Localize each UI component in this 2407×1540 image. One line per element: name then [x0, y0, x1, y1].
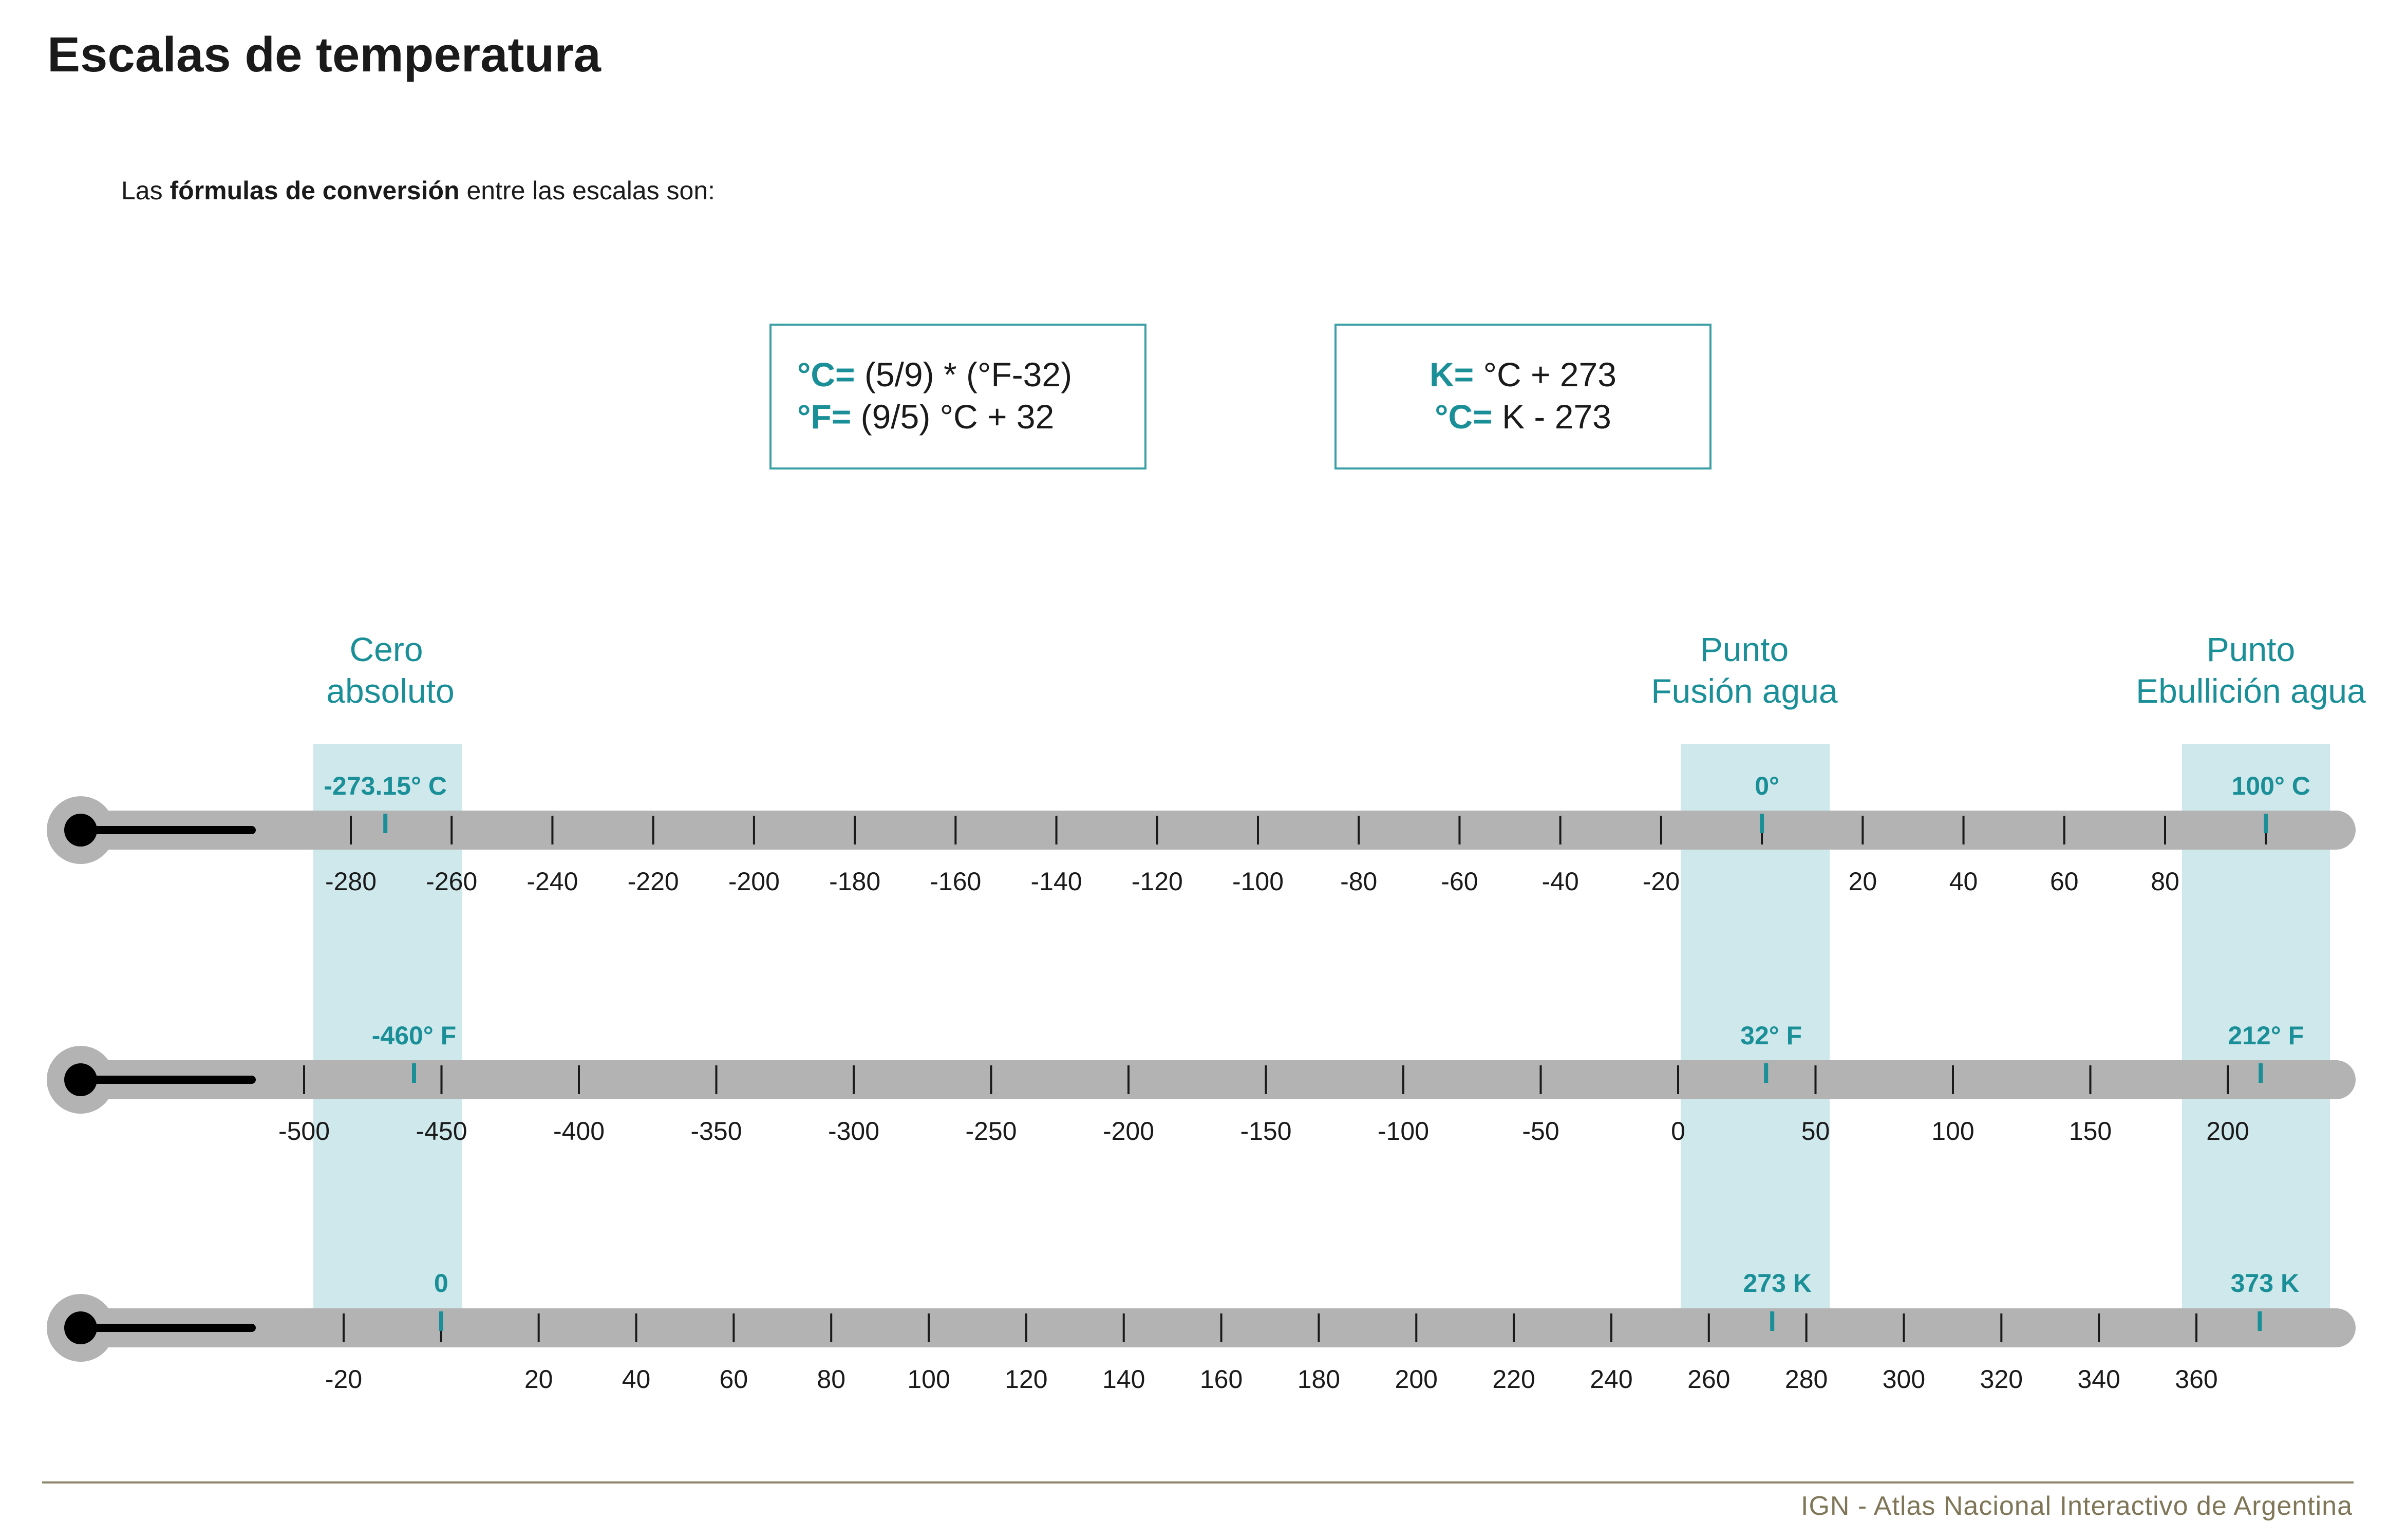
tick-label: -350: [690, 1117, 742, 1145]
tick-label: -400: [553, 1117, 605, 1145]
tick-label: 300: [1883, 1365, 1925, 1394]
tick-label: -200: [728, 867, 780, 896]
formula-expression: (9/5) °C + 32: [851, 398, 1055, 436]
tick-label: -200: [1103, 1117, 1154, 1145]
reference-label: -460° F: [372, 1021, 457, 1050]
reference-label: 0: [434, 1269, 448, 1298]
intro-suffix: entre las escalas son:: [459, 176, 716, 205]
tick-label: -40: [1542, 867, 1579, 896]
tick-label: -250: [965, 1117, 1017, 1145]
tick-label: -150: [1240, 1117, 1291, 1145]
tick-label: 200: [2206, 1117, 2249, 1145]
tick-label: -140: [1031, 867, 1082, 896]
formula-line: °C= (5/9) * (°F-32): [797, 353, 1144, 396]
intro-bold: fórmulas de conversión: [170, 176, 460, 205]
tick-label: 160: [1200, 1365, 1243, 1394]
celsius-scale: -280 -260 -240 -220 -200 -180 -160 -140 -120 -100…: [47, 772, 2356, 896]
tick-label: 220: [1492, 1365, 1535, 1394]
tick-label: 320: [1980, 1365, 2023, 1394]
reference-label: 273 K: [1743, 1269, 1811, 1298]
marker-title-melt-line2: Fusión agua: [1651, 672, 1838, 710]
marker-title-zero-line2: absoluto: [326, 672, 455, 710]
tick-label: -120: [1132, 867, 1183, 896]
formula-expression: K - 273: [1492, 398, 1611, 436]
tick-label: -100: [1232, 867, 1284, 896]
formula-expression: (5/9) * (°F-32): [855, 355, 1073, 393]
tick-label: 260: [1687, 1365, 1730, 1394]
fahrenheit-scale: -500 -450 -400 -350 -300 -250 -200 -150 -100 -50 0…: [47, 1021, 2356, 1145]
marker-title-boil-line2: Ebullición agua: [2136, 672, 2366, 710]
tick-label: 360: [2175, 1365, 2217, 1394]
tick-label: -240: [526, 867, 578, 896]
tick-label: 100: [1931, 1117, 1974, 1145]
tick-label: -280: [325, 867, 377, 896]
tick-label: 80: [2151, 867, 2179, 896]
thermometer-tube: [47, 811, 2356, 850]
tick-label: -260: [426, 867, 477, 896]
temperature-scales-diagram: Cero absoluto Punto Fusión agua Punto Eb…: [47, 630, 2366, 1394]
formula-expression: °C + 273: [1474, 355, 1616, 393]
tick-label: 340: [2077, 1365, 2120, 1394]
tick-label: -80: [1340, 867, 1377, 896]
formula-key: °C=: [797, 355, 855, 393]
formula-key: °C=: [1435, 398, 1493, 436]
page-title: Escalas de temperatura: [47, 27, 601, 82]
tick-label: 240: [1590, 1365, 1632, 1394]
tick-label: -180: [829, 867, 880, 896]
marker-titles: Cero absoluto Punto Fusión agua Punto Eb…: [326, 630, 2366, 710]
reference-label: 32° F: [1740, 1021, 1802, 1050]
tick-label: 200: [1395, 1365, 1438, 1394]
tick-label: 20: [524, 1365, 553, 1394]
reference-label: 0°: [1755, 772, 1779, 800]
tick-label: 0: [1671, 1117, 1685, 1145]
formula-line: °C= K - 273: [1337, 396, 1709, 438]
tick-label: 20: [1849, 867, 1877, 896]
formula-line: °F= (9/5) °C + 32: [797, 396, 1144, 438]
thermometer-tube: [47, 1060, 2356, 1099]
tick-label: -160: [930, 867, 981, 896]
marker-title-zero-line1: Cero: [349, 630, 423, 668]
formula-key: °F=: [797, 398, 852, 436]
tick-label: -220: [628, 867, 679, 896]
tick-label: -450: [416, 1117, 467, 1145]
formula-line: K= °C + 273: [1337, 353, 1709, 396]
tick-label: 60: [720, 1365, 748, 1394]
reference-label: -273.15° C: [324, 772, 447, 800]
tick-label: 60: [2050, 867, 2079, 896]
footer-credit: IGN - Atlas Nacional Interactivo de Arge…: [1801, 1491, 2353, 1521]
tick-label: -300: [828, 1117, 879, 1145]
tick-label: 180: [1297, 1365, 1340, 1394]
tick-label: 120: [1005, 1365, 1047, 1394]
formula-box-kelvin-celsius: K= °C + 273 °C= K - 273: [1334, 324, 1712, 469]
tick-label: 150: [2069, 1117, 2112, 1145]
tick-label: -500: [278, 1117, 330, 1145]
marker-title-boil-line1: Punto: [2207, 630, 2295, 668]
tick-label: 40: [622, 1365, 651, 1394]
tick-label: -20: [325, 1365, 362, 1394]
tick-label: 40: [1949, 867, 1978, 896]
thermometer-tube: [47, 1308, 2356, 1347]
reference-label: 373 K: [2231, 1269, 2299, 1298]
tick-label: 80: [817, 1365, 845, 1394]
intro-text: Las fórmulas de conversión entre las esc…: [121, 176, 715, 205]
reference-label: 212° F: [2228, 1021, 2304, 1050]
tick-label: 280: [1785, 1365, 1828, 1394]
intro-prefix: Las: [121, 176, 170, 205]
reference-label: 100° C: [2232, 772, 2310, 800]
kelvin-scale: -20 20 40 60 80 100 120 140 160 180 200 220 240 260 28…: [47, 1269, 2356, 1394]
tick-label: 100: [907, 1365, 950, 1394]
tick-label: 140: [1102, 1365, 1145, 1394]
tick-label: -60: [1441, 867, 1478, 896]
footer-divider: [42, 1481, 2354, 1483]
formula-key: K=: [1430, 355, 1474, 393]
marker-title-melt-line1: Punto: [1700, 630, 1789, 668]
tick-label: 50: [1801, 1117, 1830, 1145]
tick-label: -20: [1643, 867, 1680, 896]
tick-label: -100: [1378, 1117, 1429, 1145]
tick-label: -50: [1522, 1117, 1559, 1145]
formula-box-celsius-fahrenheit: °C= (5/9) * (°F-32) °F= (9/5) °C + 32: [769, 324, 1146, 469]
